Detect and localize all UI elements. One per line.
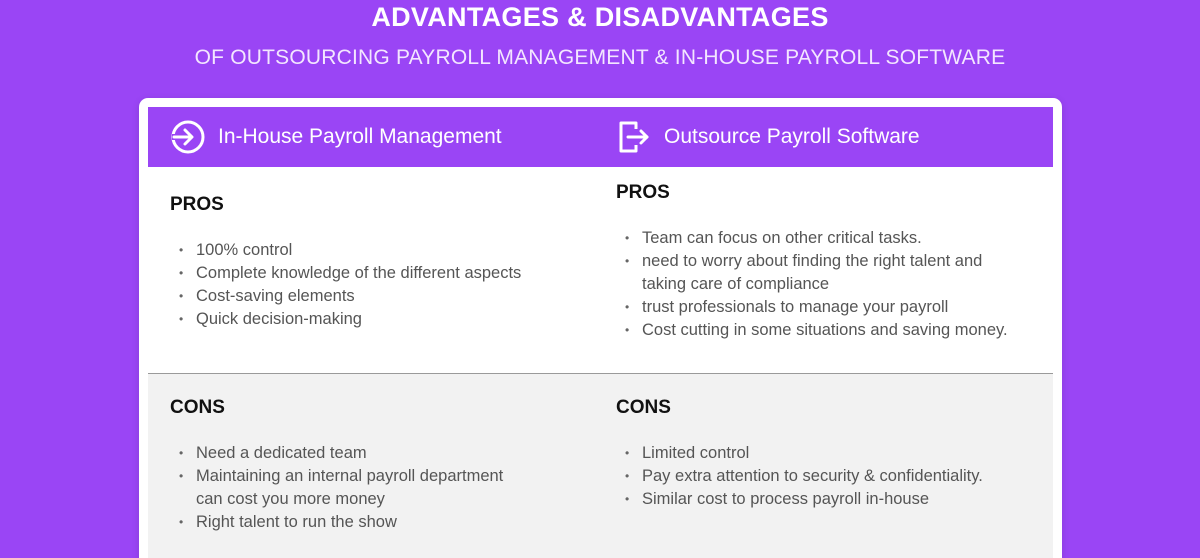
list-item: Team can focus on other critical tasks. [616,227,1048,250]
list-item: Cost cutting in some situations and savi… [616,319,1048,342]
page-title: ADVANTAGES & DISADVANTAGES [371,2,829,32]
header-outsource-label: Outsource Payroll Software [664,125,920,148]
outsource-cons: CONS Limited control Pay extra attention… [616,397,1048,511]
list-item: Maintaining an internal payroll departme… [170,465,510,511]
pros-heading: PROS [616,182,670,203]
header-outsource: Outsource Payroll Software [616,107,920,167]
pros-section: PROS 100% control Complete knowledge of … [148,167,1053,373]
list-item: Complete knowledge of the different aspe… [170,262,590,285]
list-item: 100% control [170,239,590,262]
cons-section: CONS Need a dedicated team Maintaining a… [148,374,1053,558]
header-in-house: In-House Payroll Management [170,107,502,167]
list-item: Quick decision-making [170,308,590,331]
in-house-cons: CONS Need a dedicated team Maintaining a… [170,397,530,534]
section-divider [148,373,1053,374]
list-item: need to worry about finding the right ta… [616,250,996,296]
list-item: Right talent to run the show [170,511,530,534]
list-item: Similar cost to process payroll in-house [616,488,1048,511]
list-item: Limited control [616,442,1048,465]
list-item: trust professionals to manage your payro… [616,296,1048,319]
list-item: Cost-saving elements [170,285,590,308]
exit-arrow-icon [619,121,649,153]
list-item: Need a dedicated team [170,442,530,465]
list-item: Pay extra attention to security & confid… [616,465,1048,488]
in-house-cons-list: Need a dedicated team Maintaining an int… [170,442,530,534]
cons-heading: CONS [170,397,225,418]
in-house-pros: PROS 100% control Complete knowledge of … [170,194,590,331]
outsource-pros: PROS Team can focus on other critical ta… [616,182,1048,342]
in-house-pros-list: 100% control Complete knowledge of the d… [170,239,590,331]
header-in-house-label: In-House Payroll Management [218,125,502,148]
comparison-card: In-House Payroll Management Outsource Pa… [139,98,1062,558]
outsource-cons-list: Limited control Pay extra attention to s… [616,442,1048,511]
page-subtitle: OF OUTSOURCING PAYROLL MANAGEMENT & IN-H… [194,46,1006,69]
cons-heading: CONS [616,397,671,418]
comparison-header: In-House Payroll Management Outsource Pa… [148,107,1053,167]
outsource-pros-list: Team can focus on other critical tasks. … [616,227,1048,342]
pros-heading: PROS [170,194,224,215]
sign-in-arrow-icon [171,120,205,154]
